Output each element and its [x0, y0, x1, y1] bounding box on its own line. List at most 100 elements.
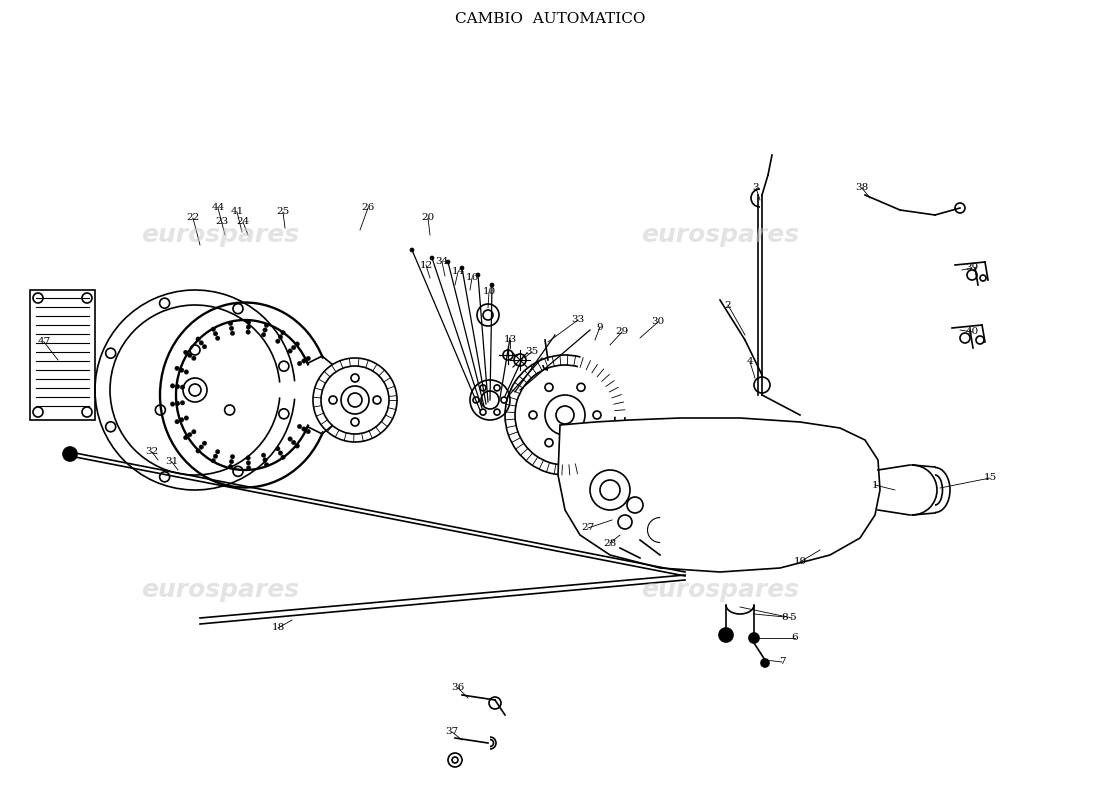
Circle shape: [297, 362, 301, 366]
Text: 47: 47: [37, 338, 51, 346]
Circle shape: [448, 753, 462, 767]
Circle shape: [191, 430, 196, 434]
Circle shape: [202, 441, 207, 446]
Text: 41: 41: [230, 207, 243, 217]
Circle shape: [276, 339, 280, 343]
Circle shape: [288, 349, 293, 354]
Text: 34: 34: [436, 258, 449, 266]
Circle shape: [262, 453, 266, 458]
Circle shape: [476, 273, 480, 277]
Circle shape: [246, 330, 251, 334]
Text: 10: 10: [483, 287, 496, 297]
Circle shape: [292, 440, 296, 445]
Circle shape: [263, 458, 267, 462]
Text: 26: 26: [362, 203, 375, 213]
Circle shape: [276, 446, 280, 451]
Text: 44: 44: [211, 203, 224, 213]
Text: 1: 1: [871, 481, 878, 490]
Text: 9: 9: [596, 322, 603, 331]
Text: eurospares: eurospares: [141, 578, 299, 602]
Circle shape: [292, 346, 296, 350]
Circle shape: [184, 350, 188, 354]
Text: 22: 22: [186, 214, 199, 222]
Circle shape: [430, 256, 434, 260]
Circle shape: [196, 337, 200, 342]
Circle shape: [246, 320, 251, 324]
Circle shape: [460, 266, 464, 270]
Circle shape: [188, 353, 192, 358]
Circle shape: [264, 323, 268, 327]
Circle shape: [754, 377, 770, 393]
Text: 37: 37: [446, 727, 459, 737]
Circle shape: [230, 331, 234, 335]
Circle shape: [216, 450, 220, 454]
Circle shape: [280, 455, 285, 459]
Text: 29: 29: [615, 327, 628, 337]
Circle shape: [278, 451, 283, 455]
Text: 14: 14: [451, 267, 464, 277]
Text: 28: 28: [604, 538, 617, 547]
Circle shape: [280, 330, 285, 335]
Text: 6: 6: [792, 634, 799, 642]
Circle shape: [229, 326, 233, 330]
Text: 13: 13: [504, 335, 517, 345]
Text: 39: 39: [966, 263, 979, 273]
Circle shape: [749, 633, 759, 643]
Circle shape: [211, 458, 216, 463]
Text: 36: 36: [451, 683, 464, 693]
Circle shape: [180, 385, 185, 390]
Circle shape: [295, 444, 299, 448]
Circle shape: [175, 402, 179, 406]
Circle shape: [446, 260, 450, 264]
Circle shape: [246, 456, 251, 460]
Text: 18: 18: [272, 623, 285, 633]
Circle shape: [170, 402, 175, 406]
Text: eurospares: eurospares: [641, 578, 799, 602]
Text: 40: 40: [966, 327, 979, 337]
Circle shape: [170, 384, 175, 388]
Text: 33: 33: [571, 315, 584, 325]
Text: 38: 38: [856, 183, 869, 193]
Circle shape: [960, 333, 970, 343]
Circle shape: [196, 449, 200, 453]
Circle shape: [263, 328, 267, 332]
Text: 12: 12: [419, 261, 432, 270]
Circle shape: [306, 430, 310, 434]
Circle shape: [184, 416, 188, 420]
Text: 7: 7: [779, 658, 785, 666]
Circle shape: [175, 366, 179, 370]
Polygon shape: [558, 418, 880, 572]
Circle shape: [211, 327, 216, 331]
Circle shape: [191, 356, 196, 361]
Circle shape: [213, 331, 218, 336]
Circle shape: [490, 283, 494, 287]
Circle shape: [184, 435, 188, 440]
Text: CAMBIO  AUTOMATICO: CAMBIO AUTOMATICO: [454, 12, 646, 26]
Text: 25: 25: [276, 207, 289, 217]
Circle shape: [246, 466, 251, 470]
Circle shape: [246, 461, 251, 465]
Bar: [30, 290, 95, 420]
Circle shape: [262, 333, 266, 337]
Text: 24: 24: [236, 218, 250, 226]
Circle shape: [179, 368, 184, 372]
Text: 2: 2: [725, 301, 732, 310]
Circle shape: [761, 659, 769, 667]
Circle shape: [179, 418, 184, 422]
Circle shape: [301, 427, 306, 431]
Text: 5: 5: [789, 614, 795, 622]
Circle shape: [544, 395, 585, 435]
Text: eurospares: eurospares: [141, 223, 299, 247]
Circle shape: [199, 341, 204, 345]
Circle shape: [199, 445, 204, 450]
Text: 20: 20: [421, 214, 434, 222]
Circle shape: [410, 248, 414, 252]
Circle shape: [230, 454, 234, 459]
Circle shape: [295, 342, 299, 346]
Circle shape: [278, 334, 283, 339]
Text: 8: 8: [782, 613, 789, 622]
Text: eurospares: eurospares: [641, 223, 799, 247]
Circle shape: [184, 370, 188, 374]
Circle shape: [229, 322, 233, 326]
Circle shape: [264, 462, 268, 467]
